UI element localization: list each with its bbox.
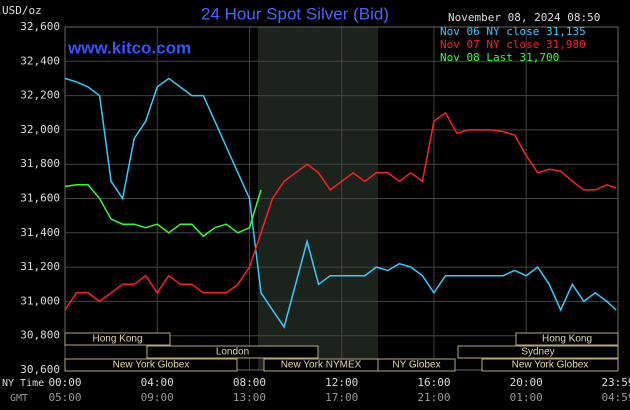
session-label: Hong Kong xyxy=(542,334,592,345)
session-label: Hong Kong xyxy=(92,334,142,345)
y-tick-label: 31,000 xyxy=(20,294,60,307)
session-label: Sydney xyxy=(521,347,554,358)
series-line xyxy=(64,184,262,238)
y-tick-label: 31,400 xyxy=(20,226,60,239)
legend-label: Nov 06 NY close 31,135 xyxy=(440,25,586,38)
y-tick-label: 31,600 xyxy=(20,192,60,205)
session-bar xyxy=(377,358,456,372)
gmt-tick-label: 04:59 xyxy=(601,391,630,404)
series-line xyxy=(64,77,617,329)
x-tick-label: 00:00 xyxy=(48,376,81,389)
x-tick-label: 08:00 xyxy=(233,376,266,389)
gmt-tick-label: 13:00 xyxy=(233,391,266,404)
session-label: New York Globex xyxy=(512,360,589,371)
series-line xyxy=(64,111,617,311)
session-label: New York NYMEX xyxy=(281,360,362,371)
session-bar xyxy=(457,345,619,359)
y-tick-label: 30,600 xyxy=(20,363,60,376)
timestamp: November 08, 2024 08:50 xyxy=(448,11,600,24)
y-tick-label: 32,000 xyxy=(20,123,60,136)
x-tick-label: 23:59 xyxy=(601,376,630,389)
chart-title: 24 Hour Spot Silver (Bid) xyxy=(201,4,389,23)
x-tick-label: 16:00 xyxy=(417,376,450,389)
session-bar xyxy=(64,332,171,346)
y-tick-label: 30,800 xyxy=(20,329,60,342)
session-bar xyxy=(481,358,619,372)
legend-label: Nov 08 Last 31,700 xyxy=(440,51,559,64)
session-label: New York Globex xyxy=(113,360,190,371)
y-tick-label: 31,800 xyxy=(20,157,60,170)
legend-label: Nov 07 NY close 31,980 xyxy=(440,38,586,51)
y-tick-label: 32,400 xyxy=(20,54,60,67)
y-tick-label: 32,600 xyxy=(20,20,60,33)
session-label: NY Globex xyxy=(392,360,440,371)
row-label: NY Time xyxy=(2,378,44,389)
gmt-tick-label: 05:00 xyxy=(48,391,81,404)
x-tick-label: 20:00 xyxy=(510,376,543,389)
gmt-tick-label: 01:00 xyxy=(510,391,543,404)
gmt-tick-label: 09:00 xyxy=(141,391,174,404)
y-tick-label: 31,200 xyxy=(20,260,60,273)
x-tick-label: 04:00 xyxy=(141,376,174,389)
session-bar xyxy=(146,345,319,359)
session-bar xyxy=(515,332,619,346)
gmt-tick-label: 21:00 xyxy=(417,391,450,404)
watermark: www.kitco.com xyxy=(67,38,191,57)
y-axis-label: USD/oz xyxy=(2,4,42,17)
session-label: London xyxy=(216,347,249,358)
session-bar xyxy=(64,358,238,372)
row-label: GMT xyxy=(10,393,28,404)
y-tick-label: 32,200 xyxy=(20,89,60,102)
gmt-tick-label: 17:00 xyxy=(325,391,358,404)
x-tick-label: 12:00 xyxy=(325,376,358,389)
